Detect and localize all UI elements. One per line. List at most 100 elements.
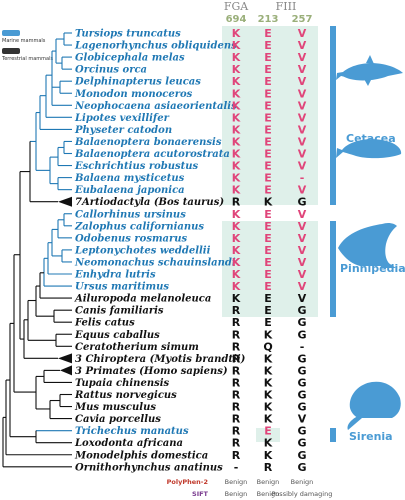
header-fga: FGA — [224, 0, 249, 13]
legend-terrestrial-swatch — [2, 48, 20, 54]
residue-rattus-norvegicus-1: K — [264, 389, 273, 402]
residue-ceratotherium-simum-1: Q — [263, 340, 272, 353]
residue-balaena-mysticetus-0: K — [232, 172, 241, 185]
residue-neomonachus-schauinslandi-2: V — [298, 256, 307, 269]
residue-3-chiroptera-myotis-brandtii-2: G — [297, 352, 306, 365]
pinnipedia-highlight — [222, 221, 318, 317]
residue-tursiops-truncatus-1: E — [264, 27, 272, 40]
group-label-sirenia: Sirenia — [349, 430, 393, 443]
residue-3-chiroptera-myotis-brandtii-0: R — [232, 352, 241, 365]
residue-felis-catus-0: R — [232, 316, 241, 329]
residue-ornithorhynchus-anatinus-2: G — [297, 461, 306, 474]
residue-equus-caballus-0: R — [232, 328, 241, 341]
residue-eubalaena-japonica-1: E — [264, 184, 272, 197]
residue-3-primates-homo-sapiens-2: G — [297, 364, 306, 377]
residue-eschrichtius-robustus-0: K — [232, 160, 241, 173]
residue-ceratotherium-simum-2: - — [300, 340, 305, 353]
species-label-neomonachus-schauinslandi: Neomonachus schauinslandi — [74, 257, 236, 268]
residue-monodelphis-domestica-1: K — [264, 449, 273, 462]
residue-physeter-catodon-1: E — [264, 123, 272, 136]
residue-delphinapterus-leucas-0: K — [232, 75, 241, 88]
residue-enhydra-lutris-0: K — [232, 268, 241, 281]
residue-trichechus-manatus-1: E — [264, 425, 272, 438]
species-label-ursus-maritimus: Ursus maritimus — [75, 282, 169, 293]
species-label-felis-catus: Felis catus — [74, 318, 135, 329]
species-label-neophocaena-asiaeorientalis: Neophocaena asiaeorientalis — [74, 101, 237, 112]
residue-enhydra-lutris-2: V — [298, 268, 307, 281]
residue-ornithorhynchus-anatinus-0: - — [234, 461, 239, 474]
species-label-ceratotherium-simum: Ceratotherium simum — [75, 342, 199, 353]
residue-3-chiroptera-myotis-brandtii-1: K — [264, 352, 273, 365]
species-label-eubalaena-japonica: Eubalaena japonica — [74, 185, 185, 196]
residue-callorhinus-ursinus-0: K — [232, 208, 241, 221]
residue-ceratotherium-simum-0: R — [232, 340, 241, 353]
species-label-balaena-mysticetus: Balaena mysticetus — [74, 173, 185, 184]
polyphen-694: Benign — [225, 478, 248, 486]
species-label-eschrichtius-robustus: Eschrichtius robustus — [74, 161, 199, 172]
residue-ornithorhynchus-anatinus-1: R — [264, 461, 273, 474]
residue-ursus-maritimus-0: K — [232, 280, 241, 293]
residue-balaenoptera-acutorostrata-1: E — [264, 148, 272, 161]
residue-7artiodactyla-bos-taurus-1: K — [264, 196, 273, 209]
residue-lagenorhynchus-obliquidens-2: V — [298, 39, 307, 52]
residue-7artiodactyla-bos-taurus-2: G — [297, 196, 306, 209]
species-label-callorhinus-ursinus: Callorhinus ursinus — [75, 209, 186, 220]
residue-loxodonta-africana-0: R — [232, 437, 241, 450]
species-label-balaenoptera-acutorostrata: Balaenoptera acutorostrata — [74, 149, 230, 160]
species-label-globicephala-melas: Globicephala melas — [75, 53, 185, 64]
residue-balaenoptera-acutorostrata-2: V — [298, 148, 307, 161]
residue-eubalaena-japonica-0: K — [232, 184, 241, 197]
species-label-3-primates-homo-sapiens: 3 Primates (Homo sapiens) — [75, 366, 228, 377]
residue-canis-familiaris-2: G — [297, 304, 306, 317]
residue-tupaia-chinensis-2: G — [297, 376, 306, 389]
residue-rattus-norvegicus-0: R — [232, 389, 241, 402]
species-label-orcinus-orca: Orcinus orca — [75, 65, 147, 76]
residue-balaenoptera-bonaerensis-0: K — [232, 135, 241, 148]
residue-eschrichtius-robustus-1: E — [264, 160, 272, 173]
residue-ursus-maritimus-2: V — [298, 280, 307, 293]
residue-loxodonta-africana-1: K — [264, 437, 273, 450]
residue-odobenus-rosmarus-1: E — [264, 232, 272, 245]
residue-cavia-porcellus-0: R — [232, 413, 241, 426]
legend: Marine mammals Terrestrial mammals — [1, 30, 53, 62]
species-label-tupaia-chinensis: Tupaia chinensis — [75, 378, 170, 389]
residue-globicephala-melas-0: K — [232, 51, 241, 64]
residue-odobenus-rosmarus-0: K — [232, 232, 241, 245]
species-label-lagenorhynchus-obliquidens: Lagenorhynchus obliquidens — [74, 41, 237, 52]
species-label-loxodonta-africana: Loxodonta africana — [74, 438, 183, 449]
residue-globicephala-melas-2: V — [298, 51, 307, 64]
residue-balaena-mysticetus-1: E — [264, 172, 272, 185]
residue-globicephala-melas-1: E — [264, 51, 272, 64]
residue-zalophus-californianus-2: V — [298, 220, 307, 233]
residue-3-primates-homo-sapiens-0: R — [232, 364, 241, 377]
species-label-equus-caballus: Equus caballus — [74, 330, 160, 341]
residue-balaenoptera-bonaerensis-1: E — [264, 135, 272, 148]
residue-tursiops-truncatus-2: V — [298, 27, 307, 40]
residue-physeter-catodon-0: K — [232, 123, 241, 136]
residue-lipotes-vexillifer-0: K — [232, 111, 241, 124]
residue-balaenoptera-acutorostrata-0: K — [232, 148, 241, 161]
residue-leptonychotes-weddellii-2: V — [298, 244, 307, 257]
species-label-lipotes-vexillifer: Lipotes vexillifer — [74, 113, 170, 124]
species-label-physeter-catodon: Physeter catodon — [74, 125, 172, 136]
residue-monodon-monoceros-1: E — [264, 87, 272, 100]
residue-callorhinus-ursinus-1: E — [264, 208, 272, 221]
species-label-zalophus-californianus: Zalophus californianus — [74, 221, 204, 232]
residue-neophocaena-asiaeorientalis-1: E — [264, 99, 272, 112]
residue-monodon-monoceros-2: V — [298, 87, 307, 100]
residue-ailuropoda-melanoleuca-1: E — [264, 292, 272, 305]
residue-felis-catus-2: G — [297, 316, 306, 329]
polyphen-213: Benign — [257, 478, 280, 486]
species-label-rattus-norvegicus: Rattus norvegicus — [74, 390, 177, 401]
residue-neomonachus-schauinslandi-1: E — [264, 256, 272, 269]
residue-mus-musculus-2: G — [297, 401, 306, 414]
legend-marine-swatch — [2, 30, 20, 36]
sirenia-highlight — [256, 428, 280, 442]
residue-delphinapterus-leucas-2: V — [298, 75, 307, 88]
pinnipedia-bar — [330, 221, 336, 317]
residue-enhydra-lutris-1: E — [264, 268, 272, 281]
residue-canis-familiaris-1: E — [264, 304, 272, 317]
residue-balaenoptera-bonaerensis-2: V — [298, 135, 307, 148]
